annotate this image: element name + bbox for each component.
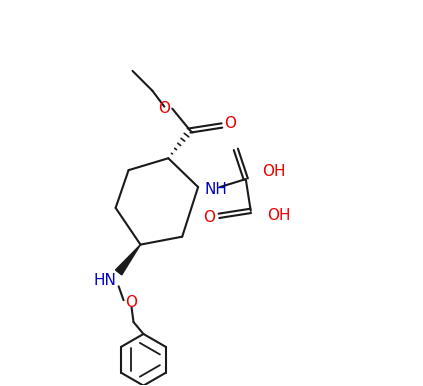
Text: HN: HN (93, 273, 116, 288)
Text: O: O (224, 116, 236, 131)
Text: NH: NH (205, 181, 228, 196)
Polygon shape (115, 245, 140, 275)
Text: O: O (126, 295, 137, 310)
Text: OH: OH (267, 208, 290, 223)
Text: O: O (203, 210, 215, 225)
Text: OH: OH (262, 164, 286, 179)
Text: O: O (158, 101, 170, 116)
